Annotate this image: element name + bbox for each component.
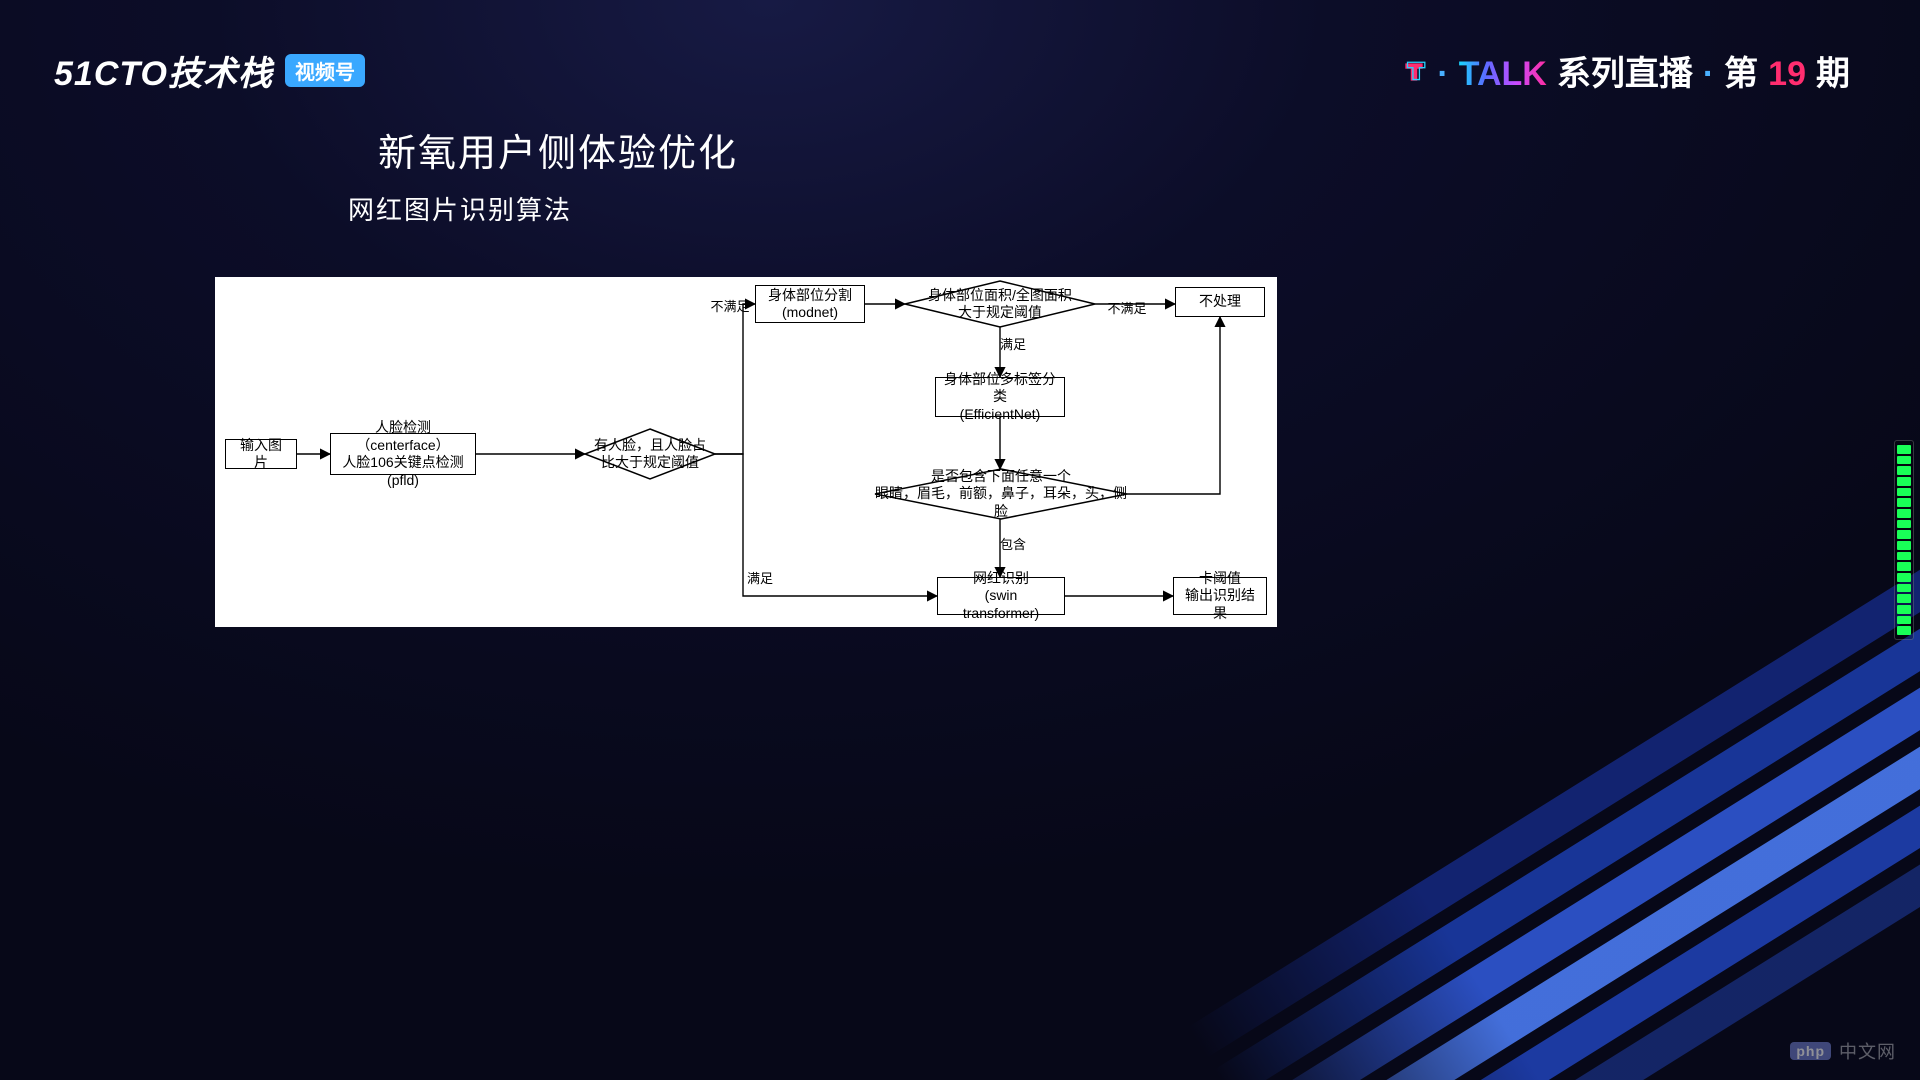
flow-node-hasface: 有人脸，且人脸占 比大于规定阈值 — [585, 429, 715, 479]
flow-node-detect: 人脸检测（centerface） 人脸106关键点检测(pfld) — [330, 433, 476, 475]
flow-node-recog: 网红识别 (swin transformer) — [937, 577, 1065, 615]
flow-edge-label: 满足 — [730, 569, 790, 589]
ttalk-qi: 期 — [1816, 46, 1850, 95]
logo-51cto: 51CTO技术栈 视频号 — [54, 46, 365, 95]
ttalk-talk: TALK — [1459, 55, 1547, 94]
logo-text: 51CTO技术栈 — [54, 46, 273, 95]
ttalk-di: 第 — [1724, 46, 1758, 95]
logo-badge: 视频号 — [285, 54, 365, 87]
flow-edge-label: 不满足 — [700, 297, 760, 317]
ttalk-series: 系列直播 — [1557, 46, 1693, 95]
slide-subtitle: 网红图片识别算法 — [348, 190, 572, 227]
ttalk-header: · TALK 系列直播 · 第 19 期 — [1401, 46, 1850, 95]
ttalk-dot: · — [1437, 55, 1448, 94]
ttalk-num: 19 — [1768, 55, 1806, 94]
slide-title: 新氧用户侧体验优化 — [378, 122, 738, 177]
flow-node-area: 身体部位面积/全图面积 大于规定阈值 — [905, 281, 1095, 327]
slide-stage: 51CTO技术栈 视频号 · TALK 系列直播 · 第 19 期 新氧用户侧体… — [0, 0, 1920, 1080]
flow-node-seg: 身体部位分割 (modnet) — [755, 285, 865, 323]
level-meter-icon — [1894, 440, 1914, 640]
t-icon — [1401, 59, 1427, 85]
watermark-cn: 中文网 — [1839, 1038, 1896, 1064]
flow-edge-label: 不满足 — [1097, 299, 1157, 319]
flow-edge-label: 包含 — [983, 535, 1043, 555]
flow-node-output: 卡阈值 输出识别结果 — [1173, 577, 1267, 615]
flow-node-noproc: 不处理 — [1175, 287, 1265, 317]
flow-node-contains: 是否包含下面任意一个 眼睛，眉毛，前额，鼻子，耳朵，头，侧脸 — [875, 469, 1127, 519]
flow-node-input: 输入图片 — [225, 439, 297, 469]
flow-node-multilbl: 身体部位多标签分类 (EfficientNet) — [935, 377, 1065, 417]
watermark: php 中文网 — [1790, 1038, 1896, 1064]
flow-edge-label: 满足 — [983, 335, 1043, 355]
ttalk-dot2: · — [1703, 55, 1714, 94]
flowchart: 输入图片 人脸检测（centerface） 人脸106关键点检测(pfld) 有人脸… — [215, 277, 1277, 627]
watermark-php: php — [1790, 1042, 1831, 1060]
